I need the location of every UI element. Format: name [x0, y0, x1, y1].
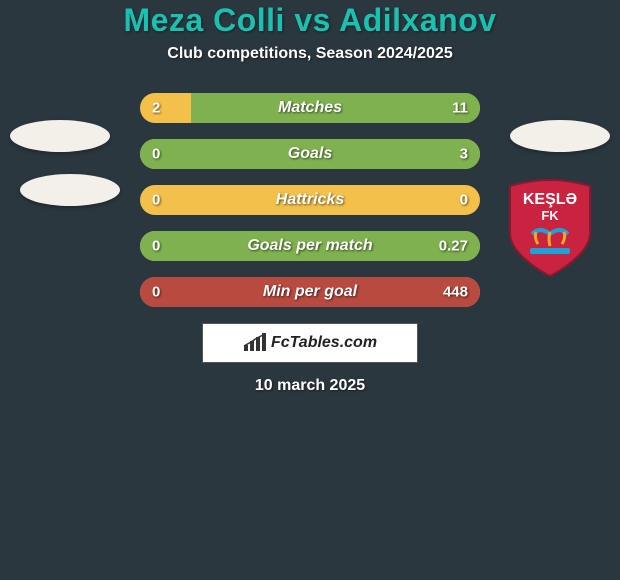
bar-value-right: 0 — [460, 192, 468, 209]
stat-bar: 0 Min per goal 448 — [140, 277, 480, 307]
bar-value-left: 2 — [152, 100, 160, 117]
kesle-emblem-icon — [530, 230, 570, 254]
player2-club-logo-2: KEŞLƏ FK — [500, 178, 600, 278]
bar-label: Matches — [278, 99, 342, 117]
bar-value-left: 0 — [152, 146, 160, 163]
player2-club-logo-1 — [510, 120, 610, 152]
page-title: Meza Colli vs Adilxanov — [0, 2, 620, 39]
stat-bar: 0 Goals per match 0.27 — [140, 231, 480, 261]
stat-bar: 0 Goals 3 — [140, 139, 480, 169]
kesle-subtext: FK — [541, 208, 559, 223]
bar-value-left: 0 — [152, 284, 160, 301]
player1-club-logo-2 — [20, 174, 120, 206]
bar-label: Goals per match — [247, 237, 372, 255]
content: Meza Colli vs Adilxanov Club competition… — [0, 0, 620, 395]
bar-value-right: 0.27 — [439, 238, 468, 255]
bar-value-right: 448 — [443, 284, 468, 301]
kesle-shield-icon: KEŞLƏ FK — [500, 178, 600, 278]
stat-bar: 0 Hattricks 0 — [140, 185, 480, 215]
bar-value-left: 0 — [152, 192, 160, 209]
bar-value-right: 3 — [460, 146, 468, 163]
bar-value-left: 0 — [152, 238, 160, 255]
fctables-label: FcTables.com — [271, 334, 377, 352]
date: 10 march 2025 — [0, 377, 620, 395]
player1-club-logo-1 — [10, 120, 110, 152]
fctables-box[interactable]: FcTables.com — [202, 323, 418, 363]
subtitle: Club competitions, Season 2024/2025 — [0, 45, 620, 63]
kesle-text: KEŞLƏ — [523, 191, 577, 208]
bar-label: Min per goal — [263, 283, 357, 301]
bar-label: Hattricks — [276, 191, 344, 209]
bar-label: Goals — [288, 145, 332, 163]
stats-bars: 2 Matches 11 0 Goals 3 0 Hattricks 0 0 Goals per m… — [140, 93, 480, 307]
stat-bar: 2 Matches 11 — [140, 93, 480, 123]
bar-value-right: 11 — [452, 100, 468, 117]
bar-chart-icon — [243, 333, 267, 353]
